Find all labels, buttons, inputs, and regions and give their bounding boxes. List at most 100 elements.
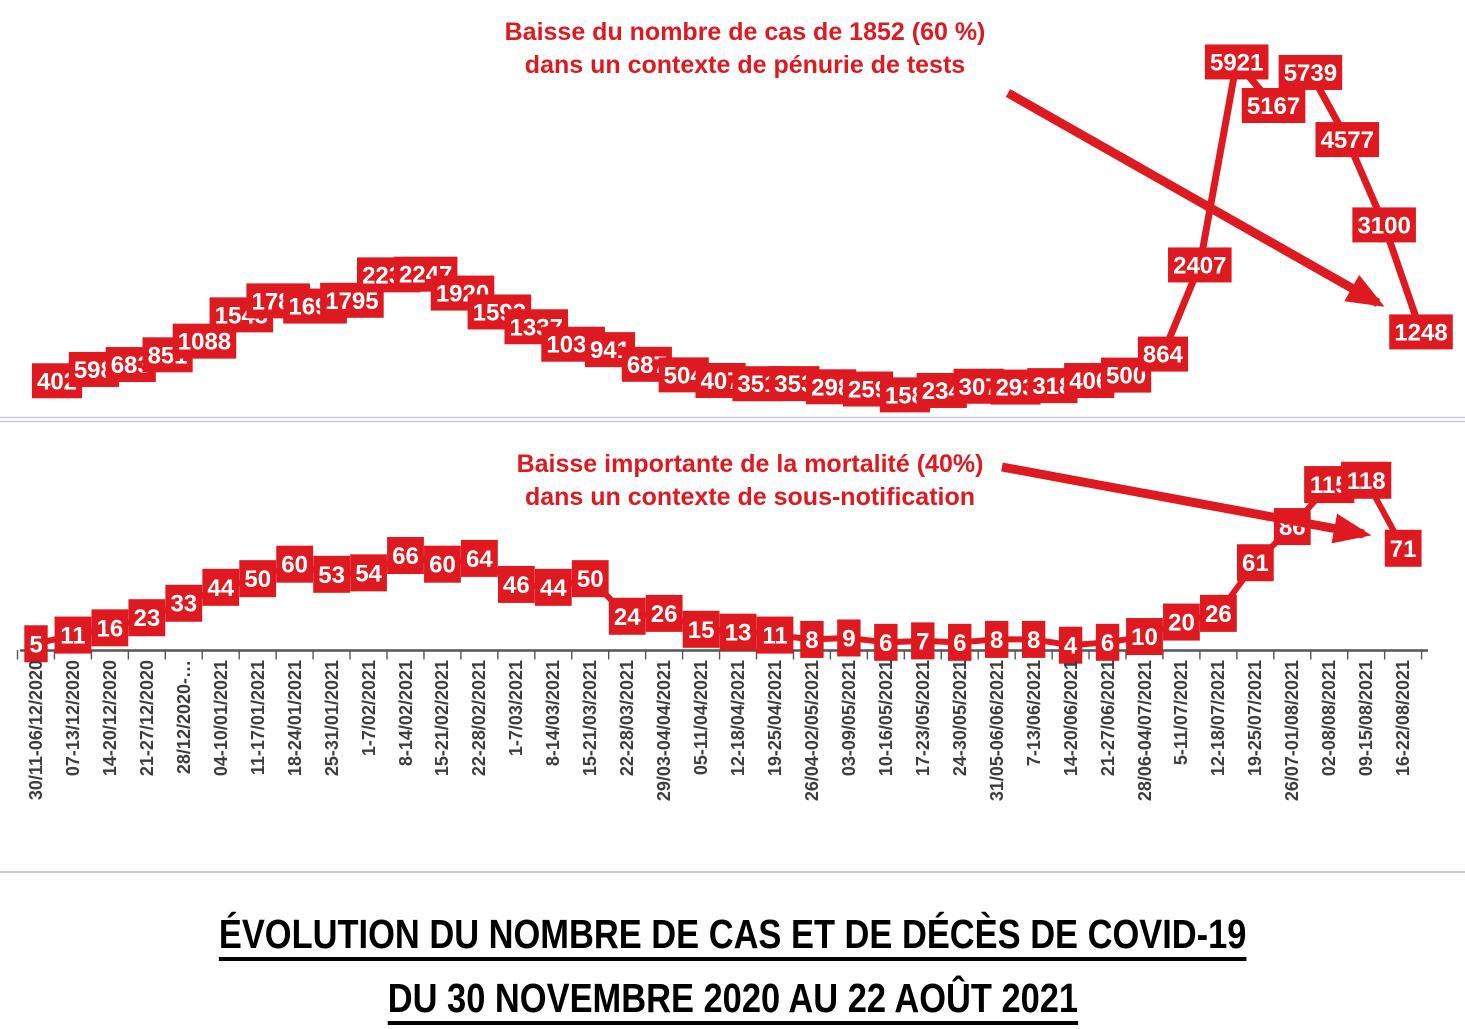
- x-axis-label: 05-11/04/2021: [691, 660, 712, 776]
- svg-text:5: 5: [29, 631, 42, 658]
- cases-data-label: 1248: [1389, 314, 1453, 350]
- cases-annotation: Baisse du nombre de cas de 1852 (60 %) d…: [435, 16, 1055, 82]
- svg-text:2407: 2407: [1173, 252, 1226, 279]
- x-axis-label: 8-14/02/2021: [395, 660, 416, 767]
- x-axis-label: 12-18/07/2021: [1208, 660, 1229, 777]
- svg-text:60: 60: [281, 552, 308, 579]
- svg-text:71: 71: [1390, 536, 1417, 563]
- x-axis-label: 28/12/2020-…: [173, 660, 194, 775]
- cases-data-label: 5921: [1204, 44, 1269, 80]
- deaths-data-label: 44: [534, 568, 572, 606]
- x-axis-label: 24-30/05/2021: [949, 660, 970, 777]
- svg-text:26: 26: [651, 601, 678, 628]
- deaths-data-label: 13: [719, 613, 757, 651]
- x-axis-label: 07-13/12/2020: [62, 660, 83, 777]
- figure-title-line2: DU 30 NOVEMBRE 2020 AU 22 AOÛT 2021: [387, 975, 1078, 1021]
- svg-text:20: 20: [1168, 610, 1195, 637]
- deaths-data-label: 64: [461, 539, 498, 577]
- x-axis-label: 14-20/12/2020: [99, 660, 120, 777]
- x-axis-label: 30/11-06/12/2020: [26, 660, 46, 801]
- svg-text:33: 33: [170, 591, 197, 618]
- deaths-data-label: 11: [756, 616, 794, 654]
- svg-text:864: 864: [1143, 342, 1184, 369]
- svg-text:15: 15: [688, 617, 715, 644]
- deaths-data-label: 46: [497, 565, 535, 603]
- cases-data-label: 500: [1100, 357, 1152, 393]
- cases-data-label: 864: [1137, 336, 1189, 372]
- deaths-data-label: 23: [128, 599, 166, 637]
- deaths-data-label: 8: [985, 620, 1009, 658]
- figure-title-line1: ÉVOLUTION DU NOMBRE DE CAS ET DE DÉCÈS D…: [218, 911, 1247, 957]
- x-axis-label: 22-28/03/2021: [617, 660, 638, 777]
- svg-text:16: 16: [97, 615, 124, 642]
- x-axis-label: 11-17/01/2021: [247, 660, 268, 776]
- svg-text:66: 66: [392, 543, 419, 570]
- x-axis-label: 10-16/05/2021: [875, 660, 896, 777]
- deaths-data-label: 9: [837, 619, 861, 657]
- deaths-data-label: 118: [1341, 461, 1392, 499]
- x-axis-label: 16-22/08/2021: [1393, 660, 1414, 777]
- svg-text:3100: 3100: [1357, 212, 1410, 239]
- svg-text:26: 26: [1205, 601, 1232, 628]
- deaths-data-label: 6: [874, 623, 898, 661]
- x-axis-label: 25-31/01/2021: [321, 660, 342, 777]
- deaths-data-label: 5: [24, 625, 48, 663]
- cases-data-label: 5739: [1278, 54, 1343, 90]
- svg-text:11: 11: [60, 623, 85, 650]
- x-axis-label: 26/07-01/08/2021: [1282, 660, 1303, 802]
- deaths-data-label: 26: [645, 594, 683, 632]
- x-axis-label: 15-21/02/2021: [432, 660, 453, 777]
- svg-text:9: 9: [842, 625, 855, 652]
- x-axis-label: 14-20/06/2021: [1060, 660, 1081, 777]
- x-axis-label: 29/03-04/04/2021: [654, 660, 675, 802]
- x-axis-label: 15-21/03/2021: [580, 660, 601, 777]
- deaths-data-label: 50: [239, 560, 277, 598]
- deaths-data-label: 11: [54, 616, 92, 654]
- svg-text:13: 13: [725, 620, 752, 647]
- deaths-data-label: 16: [91, 609, 129, 647]
- svg-text:60: 60: [429, 552, 456, 579]
- svg-text:50: 50: [244, 566, 271, 593]
- svg-text:8: 8: [990, 627, 1003, 654]
- x-axis-label: 21-27/06/2021: [1097, 660, 1118, 777]
- svg-text:6: 6: [879, 630, 892, 657]
- cases-annotation-arrow: [1005, 89, 1385, 307]
- deaths-data-label: 24: [608, 597, 646, 635]
- svg-text:61: 61: [1242, 550, 1269, 577]
- deaths-annotation-line1: Baisse importante de la mortalité (40%): [516, 450, 984, 478]
- svg-text:50: 50: [577, 566, 604, 593]
- x-axis-label: 22-28/02/2021: [469, 660, 490, 777]
- deaths-data-label: 8: [1021, 620, 1046, 658]
- svg-text:5167: 5167: [1247, 93, 1300, 120]
- cases-data-label: 1088: [172, 323, 237, 359]
- deaths-data-label: 61: [1236, 544, 1274, 582]
- svg-text:1248: 1248: [1394, 319, 1447, 346]
- svg-text:4: 4: [1064, 633, 1078, 660]
- svg-text:8: 8: [1027, 627, 1040, 654]
- deaths-data-label: 71: [1384, 529, 1422, 567]
- deaths-data-label: 60: [424, 545, 461, 583]
- deaths-data-label: 66: [387, 536, 424, 574]
- x-axis-label: 12-18/04/2021: [728, 660, 749, 777]
- x-axis-label: 19-25/07/2021: [1245, 660, 1266, 777]
- x-axis-label: 7-13/06/2021: [1023, 660, 1044, 767]
- x-axis-label: 1-7/03/2021: [506, 660, 527, 757]
- x-axis-label: 18-24/01/2021: [284, 660, 305, 777]
- x-axis-label: 8-14/03/2021: [543, 660, 564, 767]
- svg-text:5739: 5739: [1284, 60, 1337, 87]
- x-axis-label: 31/05-06/06/2021: [986, 660, 1007, 802]
- cases-data-label: 1920: [430, 275, 495, 311]
- deaths-data-label: 44: [202, 568, 240, 606]
- deaths-data-label: 53: [313, 555, 350, 593]
- deaths-data-label: 33: [165, 584, 203, 622]
- svg-text:11: 11: [762, 623, 787, 650]
- x-axis-label: 1-7/02/2021: [358, 660, 379, 757]
- x-axis-label: 17-23/05/2021: [912, 660, 933, 777]
- cases-data-label: 4577: [1315, 122, 1380, 158]
- x-axis-label: 26/04-02/05/2021: [801, 660, 822, 802]
- x-axis-label: 21-27/12/2020: [136, 660, 157, 777]
- svg-text:44: 44: [207, 575, 234, 602]
- svg-text:6: 6: [1101, 630, 1114, 657]
- svg-text:7: 7: [916, 628, 929, 655]
